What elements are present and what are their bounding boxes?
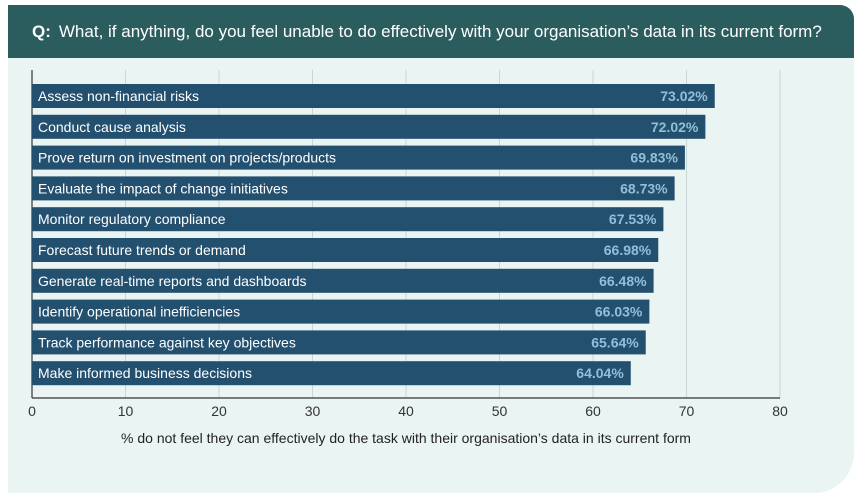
bar: [32, 176, 675, 201]
bar-value-label: 69.83%: [630, 150, 678, 166]
x-tick-label: 20: [211, 403, 227, 419]
bar-category-label: Prove return on investment on projects/p…: [38, 150, 336, 166]
x-tick-label: 60: [585, 403, 601, 419]
question-prefix: Q:: [32, 21, 51, 41]
bar-category-label: Conduct cause analysis: [38, 119, 186, 135]
x-axis-title: % do not feel they can effectively do th…: [121, 430, 691, 446]
question-text: What, if anything, do you feel unable to…: [58, 21, 822, 41]
x-tick-label: 80: [772, 403, 788, 419]
bar-value-label: 73.02%: [660, 88, 708, 104]
x-tick-label: 0: [28, 403, 36, 419]
bar: [32, 84, 715, 108]
bar-value-label: 72.02%: [651, 119, 699, 135]
x-tick-label: 70: [679, 403, 695, 419]
bar: [32, 207, 664, 232]
bar-value-label: 65.64%: [591, 334, 639, 350]
x-tick-label: 30: [305, 403, 321, 419]
bar: [32, 330, 646, 355]
x-tick-label: 50: [492, 403, 508, 419]
bar-category-label: Make informed business decisions: [38, 365, 252, 381]
bar: [32, 268, 654, 293]
bar-category-label: Identify operational inefficiencies: [38, 304, 240, 320]
question-header: Q: What, if anything, do you feel unable…: [8, 5, 854, 58]
bar-category-label: Evaluate the impact of change initiative…: [38, 180, 288, 196]
bar-category-label: Assess non-financial risks: [38, 88, 199, 104]
bar-category-label: Forecast future trends or demand: [38, 242, 246, 258]
bar-category-label: Track performance against key objectives: [38, 334, 296, 350]
bar: [32, 361, 631, 386]
bar: [32, 299, 650, 324]
bar: [32, 145, 685, 170]
bar-value-label: 67.53%: [609, 211, 657, 227]
bar-value-label: 68.73%: [620, 180, 668, 196]
bar: [32, 238, 659, 262]
bar-value-label: 66.48%: [599, 273, 647, 289]
bar-category-label: Monitor regulatory compliance: [38, 211, 226, 227]
bar-value-label: 66.03%: [595, 304, 643, 320]
x-tick-label: 10: [118, 403, 134, 419]
bar-value-label: 66.98%: [604, 242, 652, 258]
bar: [32, 114, 706, 139]
bar-value-label: 64.04%: [576, 365, 624, 381]
x-tick-label: 40: [398, 403, 414, 419]
bar-category-label: Generate real-time reports and dashboard…: [38, 273, 306, 289]
